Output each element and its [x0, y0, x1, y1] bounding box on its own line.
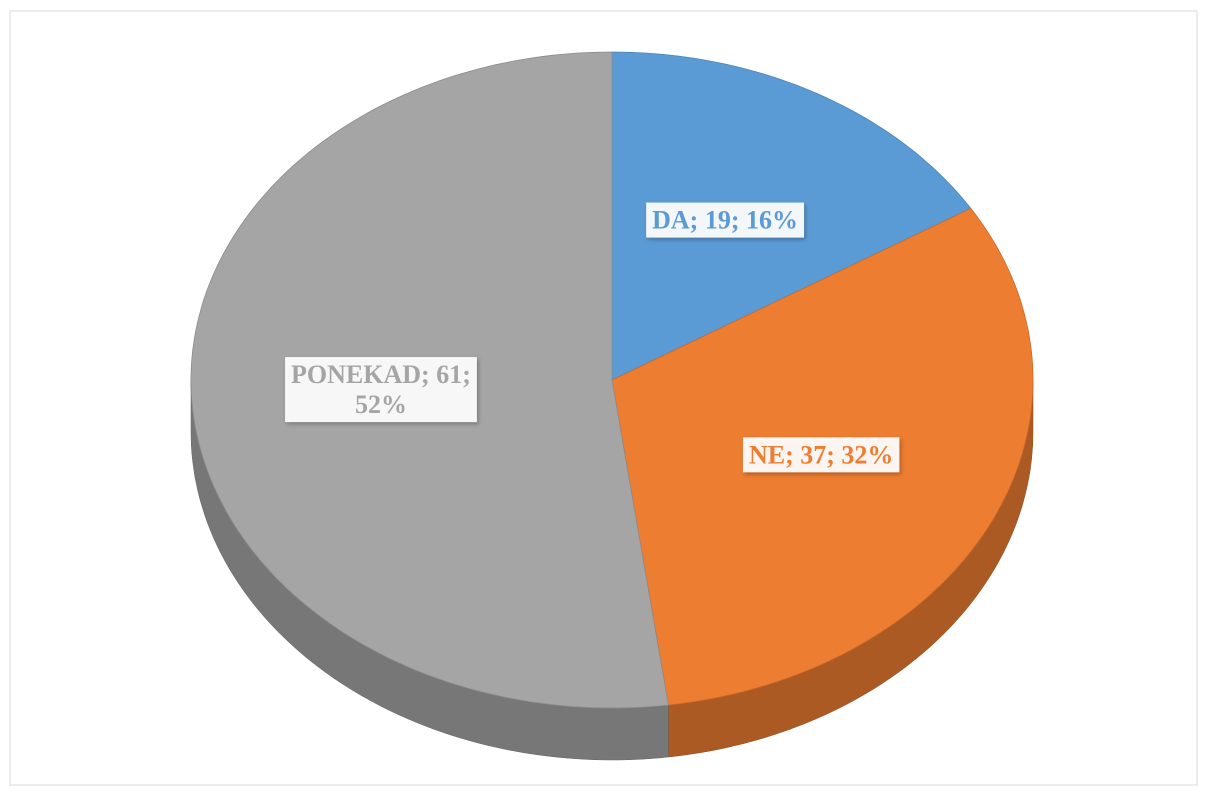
- data-label: DA; 19; 16%: [646, 202, 805, 238]
- data-label-text: NE; 37; 32%: [749, 440, 893, 469]
- data-label-box: [285, 357, 477, 423]
- data-label-box: [646, 202, 805, 238]
- data-label-text: PONEKAD; 61; 52%: [291, 360, 471, 419]
- data-label: PONEKAD; 61; 52%: [285, 357, 477, 423]
- data-label-text: DA; 19; 16%: [652, 206, 798, 235]
- data-label: NE; 37; 32%: [742, 437, 900, 473]
- data-label-box: [742, 437, 900, 473]
